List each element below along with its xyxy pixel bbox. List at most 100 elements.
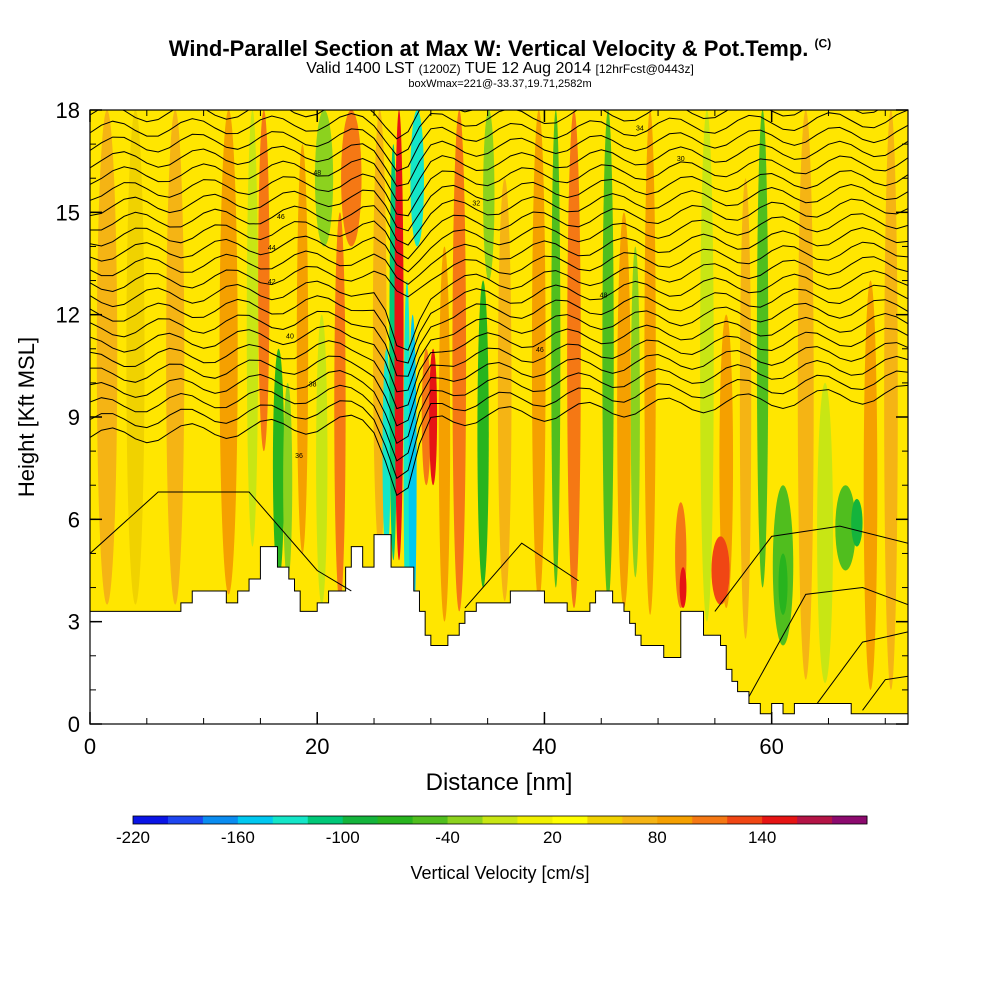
theta-contour-line (90, 110, 908, 172)
theta-contour-label: 40 (286, 334, 294, 341)
theta-contour-line (90, 270, 908, 364)
theta-contour-label: 46 (536, 347, 544, 354)
velocity-band (219, 110, 238, 595)
colorbar-tick-label: -160 (221, 828, 255, 847)
colorbar-swatch (762, 816, 798, 824)
y-tick-label: 12 (56, 303, 80, 328)
x-tick-label: 60 (759, 734, 783, 759)
velocity-band (477, 280, 489, 588)
theta-contour-line (90, 284, 908, 377)
terrain-outline (90, 534, 908, 715)
theta-contour-label: 48 (600, 293, 608, 300)
theta-contour-line (90, 198, 908, 260)
colorbar-tick-label: -100 (326, 828, 360, 847)
y-tick-label: 18 (56, 98, 80, 123)
y-axis-label: Height [Kft MSL] (14, 337, 39, 497)
velocity-band (739, 178, 752, 639)
x-tick-label: 0 (84, 734, 96, 759)
y-tick-label: 6 (68, 507, 80, 532)
theta-contour-line (90, 140, 908, 202)
velocity-band (421, 348, 431, 486)
theta-contour-line (816, 631, 908, 704)
theta-contour-line (90, 241, 908, 298)
theta-contour-line (90, 491, 352, 592)
theta-contour-label: 30 (677, 156, 685, 163)
colorbar-tick-label: 140 (748, 828, 776, 847)
colorbar-swatch (447, 816, 484, 824)
colorbar-swatch (133, 816, 169, 824)
velocity-band (711, 536, 730, 605)
colorbar-swatch (167, 816, 204, 824)
y-tick-label: 15 (56, 200, 80, 225)
colorbar-swatch (202, 816, 239, 824)
colorbar-swatch (552, 816, 588, 824)
theta-contour-label: 44 (268, 245, 276, 252)
colorbar-swatch (832, 816, 868, 824)
chart-title: Wind-Parallel Section at Max W: Vertical… (0, 36, 1000, 62)
colorbar-swatch (307, 816, 344, 824)
colorbar-swatch (657, 816, 693, 824)
velocity-band (272, 348, 285, 581)
colorbar-tick-label: 20 (543, 828, 562, 847)
theta-contour-line (714, 525, 908, 612)
theta-contour-label: 38 (309, 381, 317, 388)
velocity-band (452, 110, 467, 612)
velocity-band (283, 382, 293, 581)
velocity-band (316, 314, 328, 605)
theta-contour-label: 48 (313, 170, 321, 177)
copyright-mark: (C) (814, 36, 832, 51)
colorbar-swatch (517, 816, 553, 824)
velocity-band (334, 212, 346, 605)
theta-contour-line (90, 312, 908, 410)
theta-contour-line (90, 110, 475, 140)
colorbar-swatch (412, 816, 449, 824)
velocity-band (863, 280, 878, 690)
y-tick-label: 0 (68, 712, 80, 737)
velocity-band (602, 110, 614, 602)
colorbar-swatch (482, 816, 518, 824)
velocity-field: 48 46 44 42 40 38 36 34 32 30 48 46 (90, 110, 908, 724)
colorbar-swatch (622, 816, 658, 824)
velocity-band (483, 110, 495, 281)
theta-contour-label: 46 (277, 214, 285, 221)
velocity-band (246, 110, 259, 547)
valid-date: TUE 12 Aug 2014 (464, 60, 592, 77)
theta-contour-label: 34 (636, 125, 644, 132)
velocity-band (408, 314, 417, 636)
colorbar-tick-label: 80 (648, 828, 667, 847)
velocity-band (700, 110, 714, 622)
velocity-band (719, 314, 734, 609)
theta-contour-line (748, 587, 908, 697)
velocity-band (438, 246, 451, 622)
theta-contour-line (90, 327, 908, 427)
velocity-band (497, 178, 512, 602)
velocity-band (630, 246, 640, 578)
theta-contour-line (464, 542, 579, 609)
velocity-band (126, 110, 145, 605)
theta-contour-line (90, 183, 908, 246)
velocity-band (258, 110, 270, 452)
box-info: boxWmax=221@-33.37,19.71,2582m (408, 78, 592, 90)
velocity-band (679, 567, 687, 609)
theta-contour-line (90, 384, 908, 497)
theta-contour-line (90, 370, 908, 480)
theta-contour-label: 36 (295, 453, 303, 460)
theta-contour-line (90, 355, 908, 462)
colorbar-swatch (342, 816, 379, 824)
x-tick-label: 40 (532, 734, 556, 759)
velocity-band (778, 553, 788, 615)
x-axis-label: Distance [nm] (426, 769, 573, 796)
velocity-band (851, 498, 863, 547)
forecast-info: [12hrFcst@0443z] (595, 62, 694, 76)
theta-contour-line (90, 299, 908, 393)
theta-contour-label: 42 (268, 279, 276, 286)
theta-contour-line (862, 675, 908, 711)
velocity-band (817, 382, 834, 684)
colorbar-tick-label: -40 (435, 828, 460, 847)
velocity-band (382, 348, 391, 561)
velocity-band (166, 110, 185, 605)
chart-subtitle: Valid 1400 LST (1200Z) TUE 12 Aug 2014 [… (0, 60, 1000, 78)
y-tick-label: 9 (68, 405, 80, 430)
colorbar-swatch (272, 816, 309, 824)
